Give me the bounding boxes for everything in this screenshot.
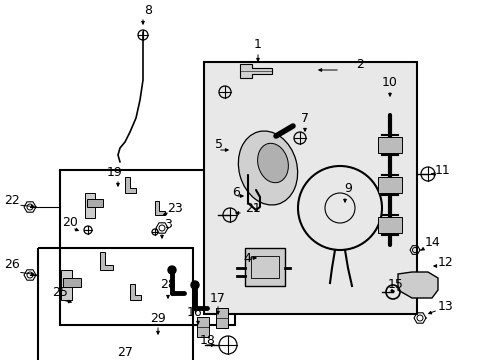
Text: 13: 13 xyxy=(438,300,454,312)
Text: 18: 18 xyxy=(200,333,216,346)
Ellipse shape xyxy=(258,143,289,183)
Bar xyxy=(60,170,235,325)
Ellipse shape xyxy=(238,131,297,205)
Text: 20: 20 xyxy=(62,216,78,229)
Polygon shape xyxy=(125,177,136,193)
Bar xyxy=(63,278,81,287)
Text: 26: 26 xyxy=(4,258,20,271)
Bar xyxy=(245,248,285,286)
Bar xyxy=(216,308,228,328)
Text: 8: 8 xyxy=(144,4,152,17)
Bar xyxy=(197,317,209,337)
Text: 16: 16 xyxy=(187,306,203,319)
Bar xyxy=(251,256,279,278)
Text: 19: 19 xyxy=(107,166,123,179)
Bar xyxy=(38,248,193,360)
Text: 7: 7 xyxy=(301,112,309,125)
Text: 1: 1 xyxy=(254,37,262,50)
Bar xyxy=(378,177,402,193)
Text: 27: 27 xyxy=(117,346,133,359)
Text: 25: 25 xyxy=(52,285,68,298)
Bar xyxy=(378,217,402,233)
Text: 3: 3 xyxy=(164,219,172,231)
Circle shape xyxy=(191,281,199,289)
Text: 23: 23 xyxy=(167,202,183,215)
Text: 2: 2 xyxy=(356,58,364,71)
Text: 14: 14 xyxy=(425,235,441,248)
Polygon shape xyxy=(155,201,165,215)
Text: 9: 9 xyxy=(344,181,352,194)
Text: 5: 5 xyxy=(215,139,223,152)
Text: 17: 17 xyxy=(210,292,226,305)
Text: 22: 22 xyxy=(4,194,20,207)
Text: 6: 6 xyxy=(232,185,240,198)
Text: 29: 29 xyxy=(150,311,166,324)
Bar xyxy=(85,193,95,218)
Polygon shape xyxy=(130,284,141,300)
Text: 21: 21 xyxy=(245,202,261,215)
Polygon shape xyxy=(240,64,272,78)
Text: 15: 15 xyxy=(388,278,404,291)
Polygon shape xyxy=(100,252,113,270)
Bar xyxy=(204,62,417,314)
Text: 28: 28 xyxy=(160,279,176,292)
Polygon shape xyxy=(398,272,438,298)
Circle shape xyxy=(168,266,176,274)
Text: 4: 4 xyxy=(243,252,251,265)
Text: 12: 12 xyxy=(438,256,454,269)
Text: 10: 10 xyxy=(382,76,398,89)
Bar xyxy=(61,270,72,300)
Bar xyxy=(378,137,402,153)
Bar xyxy=(87,199,103,207)
Text: 11: 11 xyxy=(435,163,451,176)
